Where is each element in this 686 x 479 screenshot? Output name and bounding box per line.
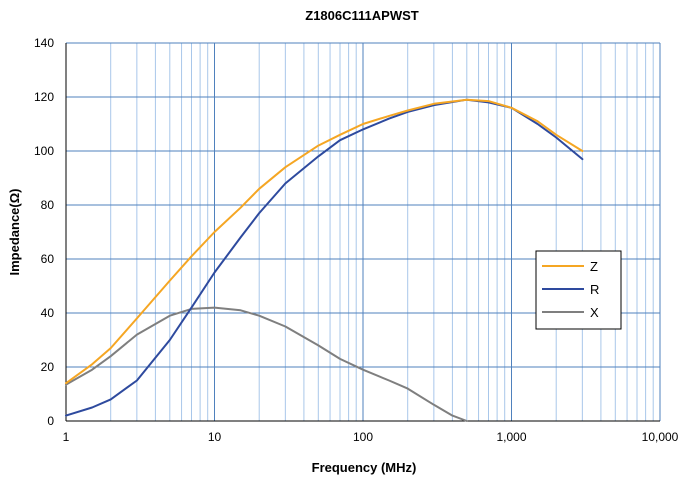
y-tick-label: 60 — [41, 252, 55, 266]
x-tick-label: 1 — [63, 430, 70, 444]
y-tick-labels: 0 20 40 60 80 100 120 140 — [34, 36, 54, 428]
legend-label-x: X — [590, 305, 599, 320]
y-tick-label: 40 — [41, 306, 55, 320]
legend-label-z: Z — [590, 259, 598, 274]
series-lines — [65, 98, 584, 422]
chart-title: Z1806C111APWST — [305, 8, 419, 23]
y-axis-label: Impedance(Ω) — [7, 189, 22, 276]
series-line-z — [65, 98, 584, 385]
x-tick-label: 100 — [353, 430, 373, 444]
y-tick-label: 80 — [41, 198, 55, 212]
y-tick-label: 120 — [34, 90, 54, 104]
legend: ZRX — [535, 250, 622, 330]
y-tick-label: 0 — [47, 414, 54, 428]
y-tick-label: 100 — [34, 144, 54, 158]
y-tick-label: 140 — [34, 36, 54, 50]
x-tick-labels: 1 10 100 1,000 10,000 — [63, 430, 679, 444]
series-line-x — [65, 306, 468, 422]
x-axis-label: Frequency (MHz) — [312, 460, 417, 475]
grid-lines — [65, 42, 661, 422]
legend-label-r: R — [590, 282, 599, 297]
x-tick-label: 10 — [208, 430, 222, 444]
x-tick-label: 1,000 — [496, 430, 526, 444]
axes — [65, 43, 660, 422]
x-tick-label: 10,000 — [642, 430, 679, 444]
y-tick-label: 20 — [41, 360, 55, 374]
